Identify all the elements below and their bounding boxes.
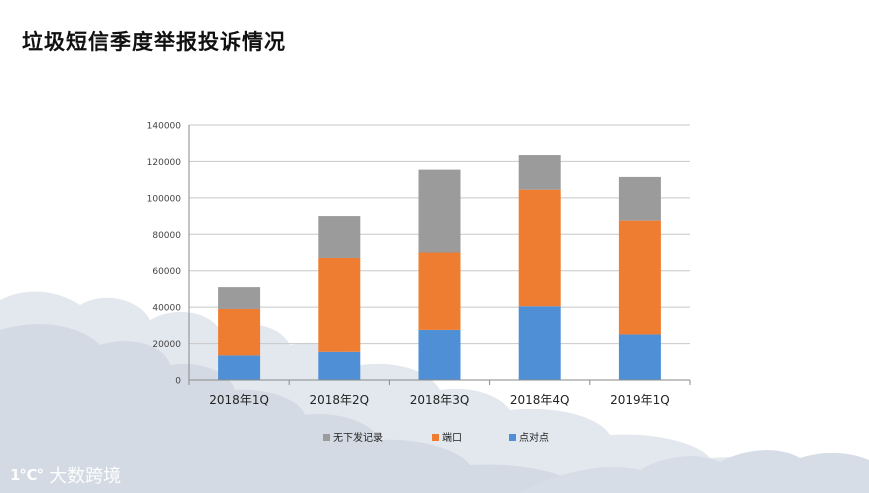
y-tick-label: 120000 [147, 158, 182, 168]
y-tick-label: 40000 [152, 304, 181, 314]
bar-segment [218, 287, 261, 309]
y-tick-label: 80000 [152, 231, 181, 241]
legend-label: 点对点 [519, 431, 549, 444]
bar-segment [218, 355, 261, 380]
y-tick-label: 100000 [147, 194, 182, 204]
x-tick-label: 2018年4Q [510, 393, 570, 407]
bar-segment [618, 176, 661, 221]
legend-swatch [509, 434, 516, 441]
bar-segment [518, 155, 561, 190]
y-tick-label: 20000 [152, 340, 181, 350]
y-tick-label: 60000 [152, 267, 181, 277]
x-axis-ticks: 2018年1Q 2018年2Q 2018年3Q 2018年4Q 2019年1Q [209, 393, 669, 407]
x-tick-label: 2018年2Q [309, 393, 369, 407]
x-tick-label: 2019年1Q [610, 393, 670, 407]
bar-segment [518, 306, 561, 380]
legend-swatch [432, 434, 439, 441]
y-tick-label: 140000 [147, 122, 182, 132]
bar-segment [318, 216, 361, 258]
bar-segment [618, 220, 661, 335]
bar-segment [318, 351, 361, 380]
y-tick-label: 0 [175, 377, 181, 387]
legend-swatch [323, 434, 330, 441]
watermark-logo: 1℃° [10, 466, 44, 484]
bar-segment [518, 189, 561, 307]
bar-segment [418, 169, 461, 253]
cloud-shape-right [520, 450, 869, 493]
bars [218, 155, 661, 380]
legend-label: 端口 [442, 431, 462, 444]
x-tick-label: 2018年3Q [410, 393, 470, 407]
watermark-text: 大数跨境 [49, 466, 122, 487]
y-axis-ticks: 0 20000 40000 60000 80000 100000 120000 140000 [147, 122, 182, 387]
bar-segment [618, 334, 661, 380]
bar-segment [418, 252, 461, 330]
bar-segment [218, 308, 261, 356]
cloud-shape-front [0, 324, 590, 493]
axes [188, 125, 691, 385]
x-tick-label: 2018年1Q [209, 393, 269, 407]
legend: 无下发记录 端口 点对点 [323, 431, 549, 444]
page-title: 垃圾短信季度举报投诉情况 [22, 30, 286, 54]
bar-segment [418, 329, 461, 380]
watermark: 1℃° 大数跨境 [10, 462, 121, 488]
legend-label: 无下发记录 [333, 431, 383, 444]
bar-segment [318, 257, 361, 352]
